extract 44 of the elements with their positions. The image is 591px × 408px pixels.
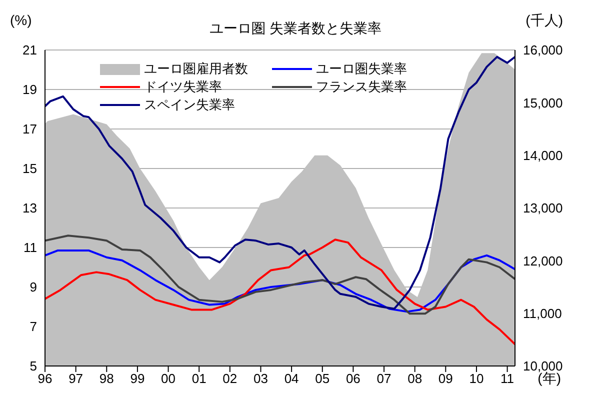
y2-tick-label: 13,000 <box>523 200 563 216</box>
x-tick-label: 00 <box>161 371 176 386</box>
line-series <box>45 238 515 346</box>
y-tick-label: 21 <box>22 42 37 58</box>
y2-tick-label: 12,000 <box>523 253 563 268</box>
y-tick-label: 5 <box>30 358 37 374</box>
x-tick-label: 04 <box>284 371 299 386</box>
x-tick-label: 96 <box>38 371 52 386</box>
y-tick-label: 17 <box>22 122 37 137</box>
line-series <box>45 249 515 313</box>
y2-axis-title: (千人) <box>526 12 563 30</box>
y2-tick-label: 15,000 <box>523 95 563 110</box>
y2-tick-label: 14,000 <box>523 148 563 163</box>
x-tick-label: 05 <box>315 371 330 386</box>
y-tick-label: 9 <box>30 280 37 295</box>
y2-tick-label: 16,000 <box>523 42 563 58</box>
y2-tick-label: 11,000 <box>523 306 562 321</box>
x-tick-label: 97 <box>68 371 84 386</box>
y2-tick-label: 10,000 <box>523 358 563 374</box>
y-tick-label: 15 <box>22 161 37 176</box>
x-tick-label: 99 <box>130 371 145 386</box>
x-tick-label: 11 <box>500 371 514 386</box>
x-tick-label: 09 <box>438 371 453 386</box>
y-tick-label: 7 <box>30 319 37 334</box>
x-tick-label: 01 <box>192 371 206 386</box>
x-tick-label: 02 <box>222 371 238 386</box>
x-tick-label: 98 <box>99 371 114 386</box>
x-tick-label: 08 <box>408 371 422 386</box>
legend-label: ユーロ圏雇用者数 <box>144 60 248 78</box>
legend-label: スペイン失業率 <box>144 96 235 114</box>
x-tick-label: 10 <box>469 371 484 386</box>
legend-label: ドイツ失業率 <box>144 78 222 96</box>
y-axis-title: (%) <box>10 12 32 28</box>
line-series <box>45 56 515 310</box>
y-tick-label: 13 <box>22 200 37 216</box>
line-series <box>45 234 515 315</box>
legend-label: フランス失業率 <box>316 78 407 96</box>
x-tick-label: 07 <box>376 371 392 386</box>
x-tick-label: 03 <box>254 371 268 386</box>
y-tick-label: 11 <box>24 240 37 256</box>
legend-label: ユーロ圏失業率 <box>316 60 407 78</box>
chart-title: ユーロ圏 失業者数と失業率 <box>210 20 382 36</box>
y-tick-label: 19 <box>22 82 37 98</box>
x-tick-label: 06 <box>346 371 360 386</box>
